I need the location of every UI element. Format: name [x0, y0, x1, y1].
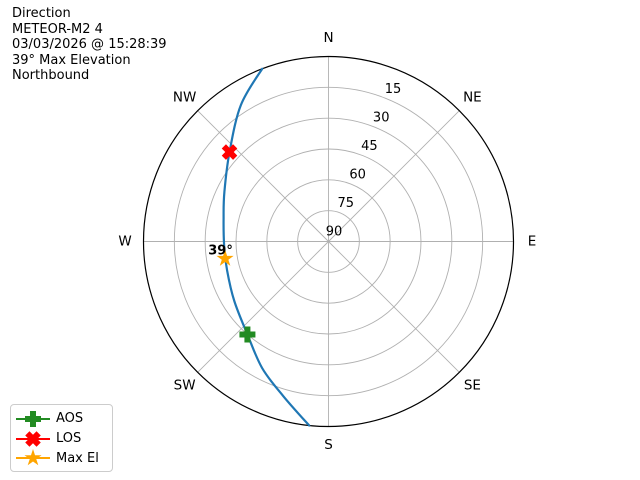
- legend-label-los: LOS: [56, 431, 82, 446]
- aos-marker: [239, 326, 256, 343]
- elevation-ring: [266, 179, 391, 304]
- elevation-ring: [204, 117, 453, 366]
- horizon-circle: [142, 55, 515, 428]
- max-el-legend-glyph: [24, 449, 42, 466]
- legend-item-los: LOS: [16, 429, 108, 449]
- satellite-name: METEOR-M2 4: [12, 21, 103, 37]
- compass-label-w: W: [118, 234, 131, 250]
- compass-label-se: SE: [464, 377, 481, 393]
- elevation-tick-label: 75: [338, 196, 355, 211]
- aos-legend-glyph: [25, 410, 41, 427]
- compass-label-sw: SW: [174, 377, 196, 393]
- legend-label-aos: AOS: [56, 411, 84, 427]
- compass-label-nw: NW: [173, 90, 196, 106]
- elevation-tick-label: 45: [361, 139, 378, 154]
- max-elevation-text: 39° Max Elevation: [12, 52, 131, 68]
- legend-item-aos: AOS: [16, 409, 108, 429]
- los-marker-icon: [16, 430, 50, 447]
- compass-label-n: N: [323, 30, 333, 46]
- pass-datetime: 03/03/2026 @ 15:28:39: [12, 37, 167, 53]
- max-el-annotation: 39°: [208, 244, 233, 259]
- los-legend-glyph: [25, 430, 41, 447]
- elevation-ring: [173, 86, 484, 397]
- pass-direction-text: Northbound: [12, 68, 90, 84]
- compass-label-s: S: [324, 437, 333, 453]
- legend-label-max-el: Max El: [56, 450, 99, 466]
- compass-label-ne: NE: [463, 90, 482, 106]
- chart-header: Direction METEOR-M2 4 03/03/2026 @ 15:28…: [12, 6, 167, 84]
- elevation-tick-label: 60: [349, 167, 366, 182]
- los-marker: [221, 144, 238, 160]
- max-el-marker-icon: [16, 449, 50, 466]
- elevation-tick-label: 30: [373, 110, 390, 125]
- chart-title: Direction: [12, 6, 71, 21]
- aos-marker-icon: [16, 410, 50, 427]
- elevation-tick-label: 15: [385, 82, 402, 97]
- legend-item-max-el: Max El: [16, 448, 108, 468]
- max-el-marker: [216, 249, 234, 266]
- compass-label-e: E: [528, 234, 537, 250]
- elevation-ring: [297, 210, 360, 273]
- elevation-ring: [235, 148, 422, 335]
- elevation-tick-label: 90: [326, 224, 343, 239]
- legend: AOS LOS Max El: [10, 404, 113, 472]
